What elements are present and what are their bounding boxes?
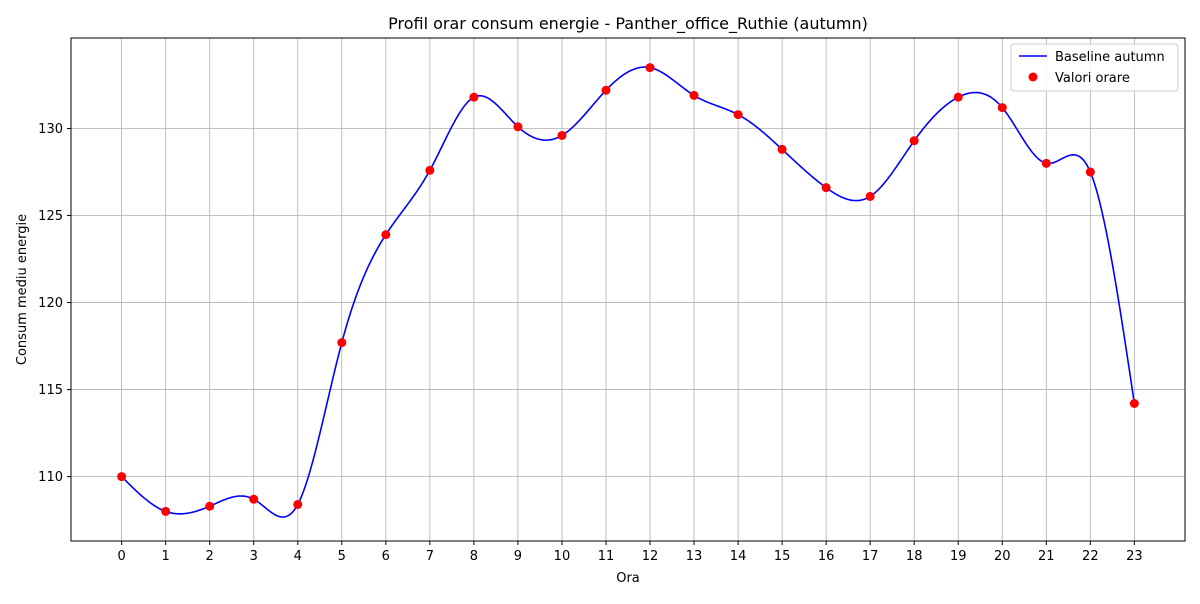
y-axis-label: Consum mediu energie [15, 214, 30, 365]
plot-frame [70, 37, 1186, 542]
hourly-value-point [293, 499, 303, 509]
x-tick-label: 17 [862, 549, 879, 564]
hourly-value-point [865, 191, 875, 201]
x-tick-label: 21 [1038, 549, 1055, 564]
hourly-value-point [513, 122, 523, 132]
x-tick-label: 12 [642, 549, 659, 564]
x-tick-label: 13 [686, 549, 703, 564]
hourly-value-point [1129, 399, 1139, 409]
x-tick-label: 18 [906, 549, 923, 564]
x-tick-label: 22 [1082, 549, 1099, 564]
hourly-value-point [601, 85, 611, 95]
x-tick-label: 7 [426, 549, 434, 564]
hourly-value-point [557, 130, 567, 140]
hourly-value-point [337, 338, 347, 348]
y-tick-label: 125 [38, 209, 63, 224]
hourly-value-point [205, 501, 215, 511]
hourly-value-point [117, 472, 127, 482]
hourly-value-point [689, 90, 699, 100]
x-tick-label: 1 [162, 549, 170, 564]
hourly-value-point [249, 494, 259, 504]
hourly-value-point [425, 165, 435, 175]
x-tick-label: 2 [206, 549, 214, 564]
y-tick-label: 120 [38, 296, 63, 311]
hourly-value-point [821, 183, 831, 193]
hourly-value-point [953, 92, 963, 102]
hourly-value-point [1041, 158, 1051, 168]
hourly-value-point [645, 63, 655, 73]
y-tick-label: 110 [38, 470, 63, 485]
x-tick-label: 10 [554, 549, 571, 564]
legend-dot-swatch [1028, 72, 1038, 82]
series-layer [117, 63, 1139, 518]
x-axis-label: Ora [616, 571, 640, 586]
hourly-value-point [1085, 167, 1095, 177]
hourly-value-point [733, 110, 743, 120]
axes: 0 1 2 3 4 5 6 7 8 9 10 11 12 13 14 15 16 17 18 19 20 21 22 2311… [38, 122, 1142, 564]
hourly-value-point [777, 144, 787, 154]
x-tick-label: 6 [382, 549, 390, 564]
x-tick-label: 19 [950, 549, 967, 564]
y-tick-label: 115 [38, 383, 63, 398]
hourly-value-point [997, 103, 1007, 113]
x-tick-label: 3 [250, 549, 258, 564]
x-tick-label: 5 [338, 549, 346, 564]
y-tick-label: 130 [38, 122, 63, 137]
x-tick-label: 11 [598, 549, 615, 564]
hourly-value-point [381, 230, 391, 240]
x-tick-label: 14 [730, 549, 747, 564]
hourly-value-point [161, 506, 171, 516]
x-tick-label: 8 [470, 549, 478, 564]
legend-box [1010, 43, 1179, 92]
legend-label-hourly-values: Valori orare [1055, 71, 1130, 86]
x-tick-label: 16 [818, 549, 835, 564]
baseline-autumn-line [121, 66, 1136, 518]
x-tick-label: 20 [994, 549, 1011, 564]
x-tick-label: 15 [774, 549, 791, 564]
x-tick-label: 4 [294, 549, 302, 564]
legend-label-baseline: Baseline autumn [1055, 50, 1165, 65]
x-tick-label: 23 [1126, 549, 1143, 564]
hourly-value-point [909, 136, 919, 146]
hourly-value-point [469, 92, 479, 102]
x-tick-label: 0 [117, 549, 125, 564]
x-tick-label: 9 [514, 549, 522, 564]
legend: Baseline autumn Valori orare [1010, 43, 1179, 92]
chart-title: Profil orar consum energie - Panther_off… [388, 14, 868, 34]
grid [71, 38, 1185, 541]
